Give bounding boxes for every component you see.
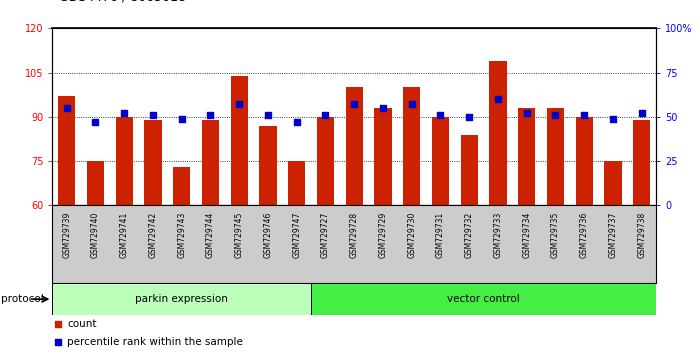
Bar <box>288 161 305 354</box>
Point <box>435 112 446 118</box>
Point <box>492 96 503 102</box>
Point <box>378 105 389 111</box>
Bar <box>144 120 162 354</box>
Bar <box>374 108 392 354</box>
Point <box>348 102 360 107</box>
Bar <box>173 167 191 354</box>
Text: GSM729737: GSM729737 <box>609 212 618 258</box>
Bar <box>489 61 507 354</box>
Bar <box>346 87 363 354</box>
Point <box>550 112 561 118</box>
Text: GSM729743: GSM729743 <box>177 212 186 258</box>
Bar <box>633 120 651 354</box>
Point <box>119 110 130 116</box>
Bar <box>260 126 276 354</box>
Point <box>463 114 475 120</box>
Point <box>205 112 216 118</box>
Text: parkin expression: parkin expression <box>135 294 228 304</box>
Point <box>262 112 274 118</box>
Bar <box>518 108 535 354</box>
Bar <box>87 161 104 354</box>
Text: GSM729746: GSM729746 <box>263 212 272 258</box>
Text: GSM729732: GSM729732 <box>465 212 474 258</box>
Point <box>320 112 331 118</box>
Text: GSM729738: GSM729738 <box>637 212 646 258</box>
Point <box>90 119 101 125</box>
Point <box>521 110 533 116</box>
Bar <box>202 120 219 354</box>
Text: count: count <box>68 319 97 329</box>
Bar <box>576 117 593 354</box>
Bar <box>432 117 449 354</box>
Bar <box>58 96 75 354</box>
Bar <box>52 283 311 315</box>
Text: GSM729727: GSM729727 <box>321 212 330 258</box>
Point <box>406 102 417 107</box>
Point <box>61 105 73 111</box>
Text: GSM729736: GSM729736 <box>580 212 588 258</box>
Text: GSM729729: GSM729729 <box>378 212 387 258</box>
Text: GSM729741: GSM729741 <box>120 212 128 258</box>
Bar <box>547 108 564 354</box>
Text: percentile rank within the sample: percentile rank within the sample <box>68 337 244 347</box>
Text: GSM729728: GSM729728 <box>350 212 359 258</box>
Point <box>234 102 245 107</box>
Text: GSM729731: GSM729731 <box>436 212 445 258</box>
Point <box>147 112 158 118</box>
Text: GSM729740: GSM729740 <box>91 212 100 258</box>
Text: GSM729734: GSM729734 <box>522 212 531 258</box>
Bar <box>604 161 622 354</box>
Text: GSM729730: GSM729730 <box>407 212 416 258</box>
Text: vector control: vector control <box>447 294 520 304</box>
Point <box>579 112 590 118</box>
Point <box>53 339 64 344</box>
Point <box>53 321 64 327</box>
Point <box>291 119 302 125</box>
Text: GSM729739: GSM729739 <box>62 212 71 258</box>
Text: GSM729733: GSM729733 <box>493 212 503 258</box>
Bar <box>230 75 248 354</box>
Text: GDS4476 / 8065018: GDS4476 / 8065018 <box>59 0 186 4</box>
Text: GSM729747: GSM729747 <box>292 212 302 258</box>
Text: GSM729742: GSM729742 <box>149 212 158 258</box>
Bar <box>461 135 478 354</box>
Bar <box>403 87 420 354</box>
Point <box>607 116 618 121</box>
Bar <box>317 117 334 354</box>
Text: GSM729735: GSM729735 <box>551 212 560 258</box>
Text: GSM729745: GSM729745 <box>235 212 244 258</box>
Point <box>636 110 647 116</box>
Bar <box>116 117 133 354</box>
Bar <box>311 283 656 315</box>
Text: GSM729744: GSM729744 <box>206 212 215 258</box>
Point <box>176 116 187 121</box>
Text: protocol: protocol <box>1 294 43 304</box>
